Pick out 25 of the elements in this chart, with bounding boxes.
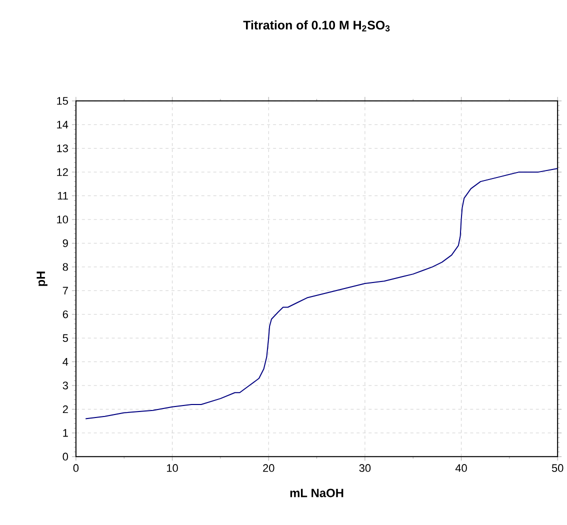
x-tick-label: 40 — [455, 464, 467, 472]
y-tick-label: 2 — [62, 406, 68, 414]
y-tick-label: 3 — [62, 382, 68, 390]
y-tick-label: 4 — [62, 358, 68, 366]
y-tick-label: 5 — [62, 334, 68, 342]
x-axis-title: mL NaOH — [290, 488, 344, 498]
y-tick-label: 0 — [62, 452, 68, 461]
chart-title: Titration of 0.10 M H$_{2}$SO$_{3}$ — [243, 20, 390, 32]
y-tick-label: 1 — [63, 429, 68, 437]
x-tick-label: 0 — [73, 464, 79, 472]
x-tick-label: 20 — [263, 464, 274, 472]
x-tick-label: 30 — [359, 464, 371, 472]
y-tick-label: 15 — [57, 97, 68, 105]
y-tick-label: 11 — [58, 192, 68, 200]
y-tick-label: 6 — [62, 310, 68, 318]
y-tick-label: 8 — [62, 263, 68, 271]
y-tick-label: 7 — [62, 287, 68, 295]
y-axis-title: pH — [36, 272, 48, 286]
y-tick-label: 14 — [57, 121, 68, 129]
y-tick-label: 13 — [57, 144, 68, 152]
y-tick-label: 10 — [57, 216, 68, 224]
x-tick-label: 10 — [167, 464, 178, 472]
y-tick-label: 12 — [57, 168, 68, 176]
y-tick-label: 9 — [62, 240, 68, 248]
x-tick-label: 50 — [552, 464, 564, 472]
